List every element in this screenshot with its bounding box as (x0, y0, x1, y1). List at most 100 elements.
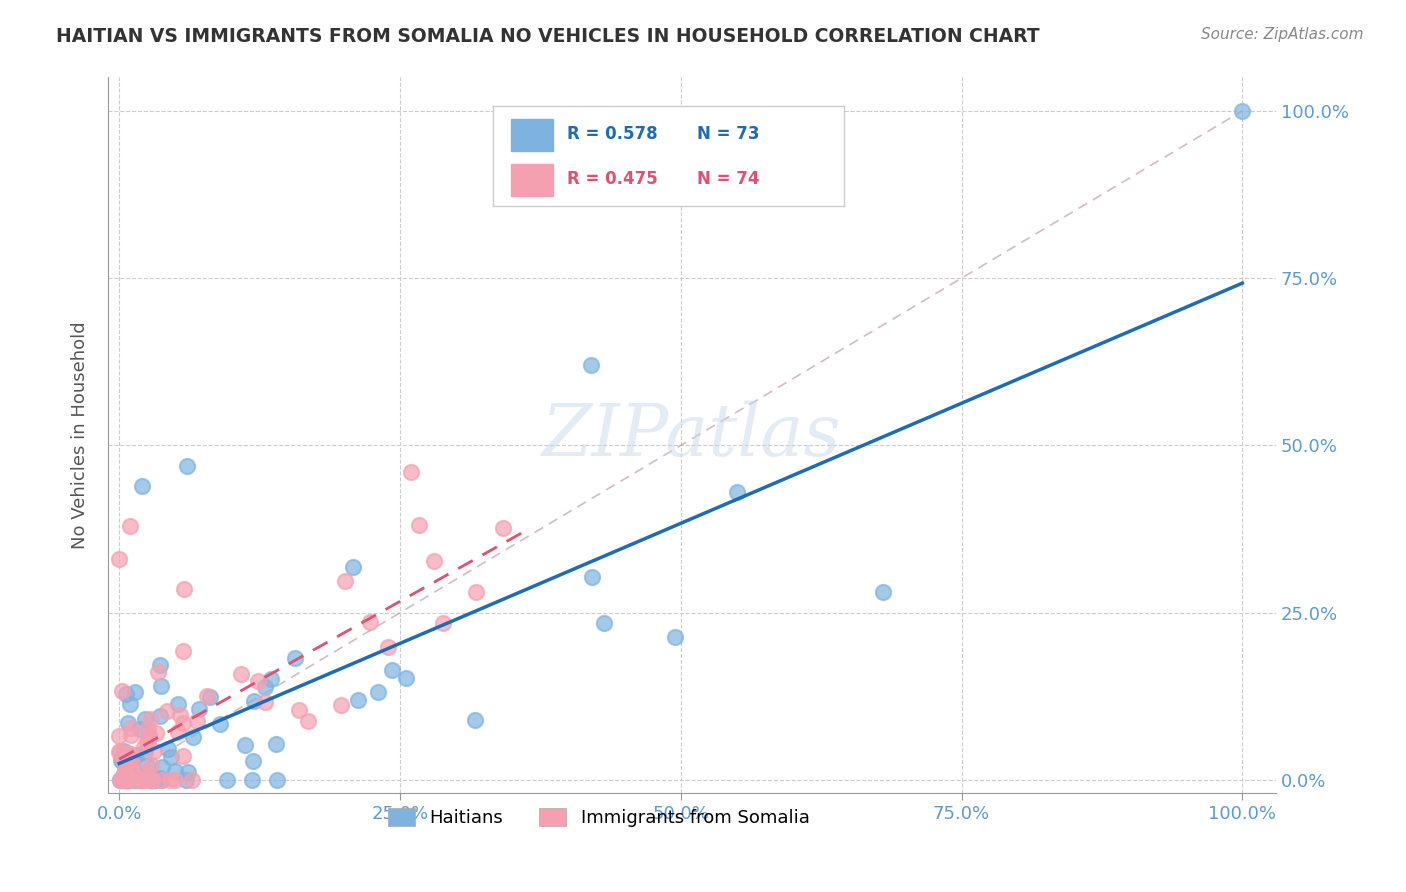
Point (492, 521, 515, 535)
Point (111, 772, 134, 787)
Point (408, 518, 430, 533)
Point (330, 698, 353, 712)
Point (233, 738, 256, 752)
Point (124, 772, 146, 787)
Point (242, 754, 264, 768)
Point (115, 772, 138, 787)
Point (464, 713, 486, 727)
Point (134, 739, 156, 754)
Point (122, 758, 145, 772)
Point (264, 737, 287, 751)
Point (288, 703, 311, 717)
Point (342, 560, 364, 574)
Point (134, 772, 156, 787)
Point (139, 772, 162, 787)
Point (111, 769, 134, 783)
Point (136, 766, 159, 780)
Point (115, 767, 138, 781)
Point (346, 692, 368, 706)
Point (148, 771, 170, 785)
Point (111, 751, 134, 765)
Point (131, 772, 153, 787)
Point (180, 772, 202, 787)
Point (592, 616, 614, 631)
Point (111, 772, 134, 787)
Point (139, 772, 162, 787)
Point (115, 687, 138, 701)
Point (149, 657, 172, 672)
Point (149, 709, 172, 723)
Point (110, 753, 132, 767)
Point (136, 722, 159, 736)
Point (108, 729, 131, 743)
Point (159, 772, 181, 787)
Point (176, 458, 198, 473)
Point (381, 663, 404, 677)
Point (142, 772, 165, 787)
Point (333, 574, 356, 589)
Point (172, 749, 194, 764)
Point (246, 674, 269, 689)
Point (141, 772, 163, 787)
Point (117, 772, 139, 787)
Point (110, 744, 132, 758)
Point (377, 640, 399, 654)
Point (138, 712, 160, 726)
Point (150, 760, 173, 774)
Point (579, 358, 602, 372)
Point (367, 685, 389, 699)
Point (112, 744, 135, 758)
Point (120, 518, 142, 533)
Point (120, 760, 142, 774)
Point (121, 752, 143, 766)
Point (111, 683, 134, 698)
Point (117, 772, 139, 787)
Point (174, 772, 197, 787)
Point (115, 747, 138, 762)
Point (111, 754, 134, 768)
Point (209, 716, 232, 731)
Point (395, 671, 418, 685)
Point (124, 685, 146, 699)
Point (125, 767, 148, 781)
Point (117, 772, 139, 787)
Point (108, 745, 131, 759)
Point (1232, 103, 1254, 118)
Point (141, 772, 163, 787)
Point (112, 767, 135, 781)
Point (120, 728, 142, 742)
Point (146, 665, 169, 679)
Point (725, 485, 748, 500)
Point (118, 764, 141, 779)
Point (139, 758, 162, 772)
Point (359, 615, 381, 629)
Point (131, 772, 153, 787)
Point (114, 772, 136, 787)
Point (150, 772, 173, 787)
Point (120, 747, 142, 762)
Point (136, 734, 159, 748)
Point (297, 714, 319, 729)
Point (186, 714, 208, 728)
Point (134, 745, 156, 759)
Point (284, 651, 307, 665)
Point (128, 772, 150, 787)
Point (150, 679, 173, 693)
Point (198, 690, 221, 704)
Point (112, 767, 135, 781)
Point (195, 689, 218, 703)
Point (115, 772, 138, 787)
Point (143, 744, 166, 758)
Point (165, 772, 187, 787)
Point (167, 725, 190, 739)
Point (156, 704, 179, 718)
Point (117, 716, 139, 731)
Point (128, 722, 150, 736)
Point (120, 721, 142, 735)
Point (581, 570, 603, 584)
Point (117, 746, 139, 760)
Text: HAITIAN VS IMMIGRANTS FROM SOMALIA NO VEHICLES IN HOUSEHOLD CORRELATION CHART: HAITIAN VS IMMIGRANTS FROM SOMALIA NO VE… (56, 27, 1040, 45)
Point (112, 772, 135, 787)
Point (141, 772, 163, 787)
Point (231, 667, 253, 681)
